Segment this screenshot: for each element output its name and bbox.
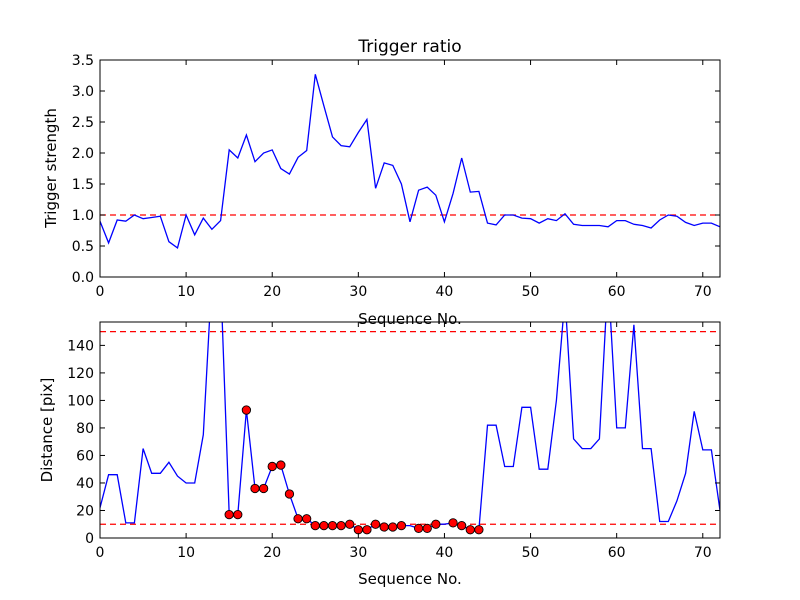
y-tick-label: 1.0 xyxy=(72,208,94,224)
y-tick-label: 0.0 xyxy=(72,270,94,286)
chart-title: Trigger ratio xyxy=(357,37,461,57)
y-tick-label: 120 xyxy=(67,366,94,382)
plot-frame xyxy=(99,321,721,539)
x-ticks: 0 10 20 30 40 50 60 70 xyxy=(96,322,712,561)
data-point xyxy=(413,523,424,534)
data-point xyxy=(362,525,372,535)
data-point xyxy=(457,520,467,531)
y-tick-label: 3.5 xyxy=(72,53,94,69)
y-tick-label: 0.5 xyxy=(72,239,94,255)
data-point xyxy=(224,509,234,520)
data-point xyxy=(267,461,277,472)
x-tick-label: 0 xyxy=(96,545,105,561)
x-axis-label: Sequence No. xyxy=(358,310,462,328)
x-tick-label: 50 xyxy=(522,284,540,300)
markers xyxy=(224,405,484,535)
x-axis-label: Sequence No. xyxy=(358,570,462,588)
data-point xyxy=(233,509,243,520)
data-point xyxy=(465,525,475,535)
y-tick-label: 40 xyxy=(76,476,94,492)
data-point xyxy=(327,520,338,531)
y-tick-label: 2.0 xyxy=(72,146,94,162)
y-tick-label: 100 xyxy=(67,393,94,409)
y-ticks: 0.0 0.5 1.0 1.5 2.0 2.5 3.0 3.5 xyxy=(72,53,720,286)
x-tick-label: 70 xyxy=(694,284,712,300)
x-tick-label: 60 xyxy=(608,284,626,300)
x-tick-label: 30 xyxy=(349,545,367,561)
data-point xyxy=(379,522,389,532)
series-line xyxy=(100,322,720,531)
series-line xyxy=(100,74,720,249)
data-point xyxy=(241,405,252,415)
y-tick-label: 20 xyxy=(76,503,94,519)
data-point xyxy=(353,525,363,535)
x-ticks: 0 10 20 30 40 50 60 70 xyxy=(96,60,712,300)
data-point xyxy=(370,519,381,529)
x-tick-label: 0 xyxy=(96,284,105,300)
chart-trigger-ratio: Trigger ratio 0 10 20 30 40 50 60 70 0.0 0.5 1.0 1… xyxy=(42,37,721,328)
data-point xyxy=(422,523,432,534)
plot-frame xyxy=(99,59,721,278)
data-point xyxy=(396,520,407,531)
y-axis-label: Trigger strength xyxy=(42,108,60,229)
x-tick-label: 30 xyxy=(349,284,367,300)
x-tick-label: 20 xyxy=(263,284,281,300)
y-tick-label: 2.5 xyxy=(72,115,94,131)
x-tick-label: 50 xyxy=(522,545,540,561)
chart-distance: 0 10 20 30 40 50 60 70 0 20 40 60 80 100 120 140 Seque… xyxy=(38,321,721,588)
x-tick-label: 40 xyxy=(436,284,454,300)
x-tick-label: 70 xyxy=(694,545,712,561)
data-point xyxy=(258,483,269,494)
data-point xyxy=(431,519,441,529)
data-point xyxy=(293,514,303,524)
data-point xyxy=(310,520,320,531)
data-point xyxy=(276,460,286,470)
x-tick-label: 20 xyxy=(263,545,281,561)
y-tick-label: 0 xyxy=(85,531,94,547)
y-axis-label: Distance [pix] xyxy=(38,378,56,483)
y-ticks: 0 20 40 60 80 100 120 140 xyxy=(67,338,720,547)
data-point xyxy=(448,518,458,528)
data-point xyxy=(284,489,295,499)
data-point xyxy=(345,519,355,529)
x-tick-label: 40 xyxy=(436,545,454,561)
data-point xyxy=(319,520,329,531)
data-point xyxy=(250,483,260,494)
x-tick-label: 10 xyxy=(177,545,195,561)
data-point xyxy=(302,514,312,524)
y-tick-label: 3.0 xyxy=(72,84,94,100)
y-tick-label: 60 xyxy=(76,448,94,464)
y-tick-label: 80 xyxy=(76,421,94,437)
x-tick-label: 60 xyxy=(608,545,626,561)
data-point xyxy=(336,520,346,531)
threshold-lines xyxy=(100,331,720,525)
data-point xyxy=(388,522,398,532)
y-tick-label: 1.5 xyxy=(72,177,94,193)
data-point xyxy=(474,525,484,535)
y-tick-label: 140 xyxy=(67,338,94,354)
x-tick-label: 10 xyxy=(177,284,195,300)
